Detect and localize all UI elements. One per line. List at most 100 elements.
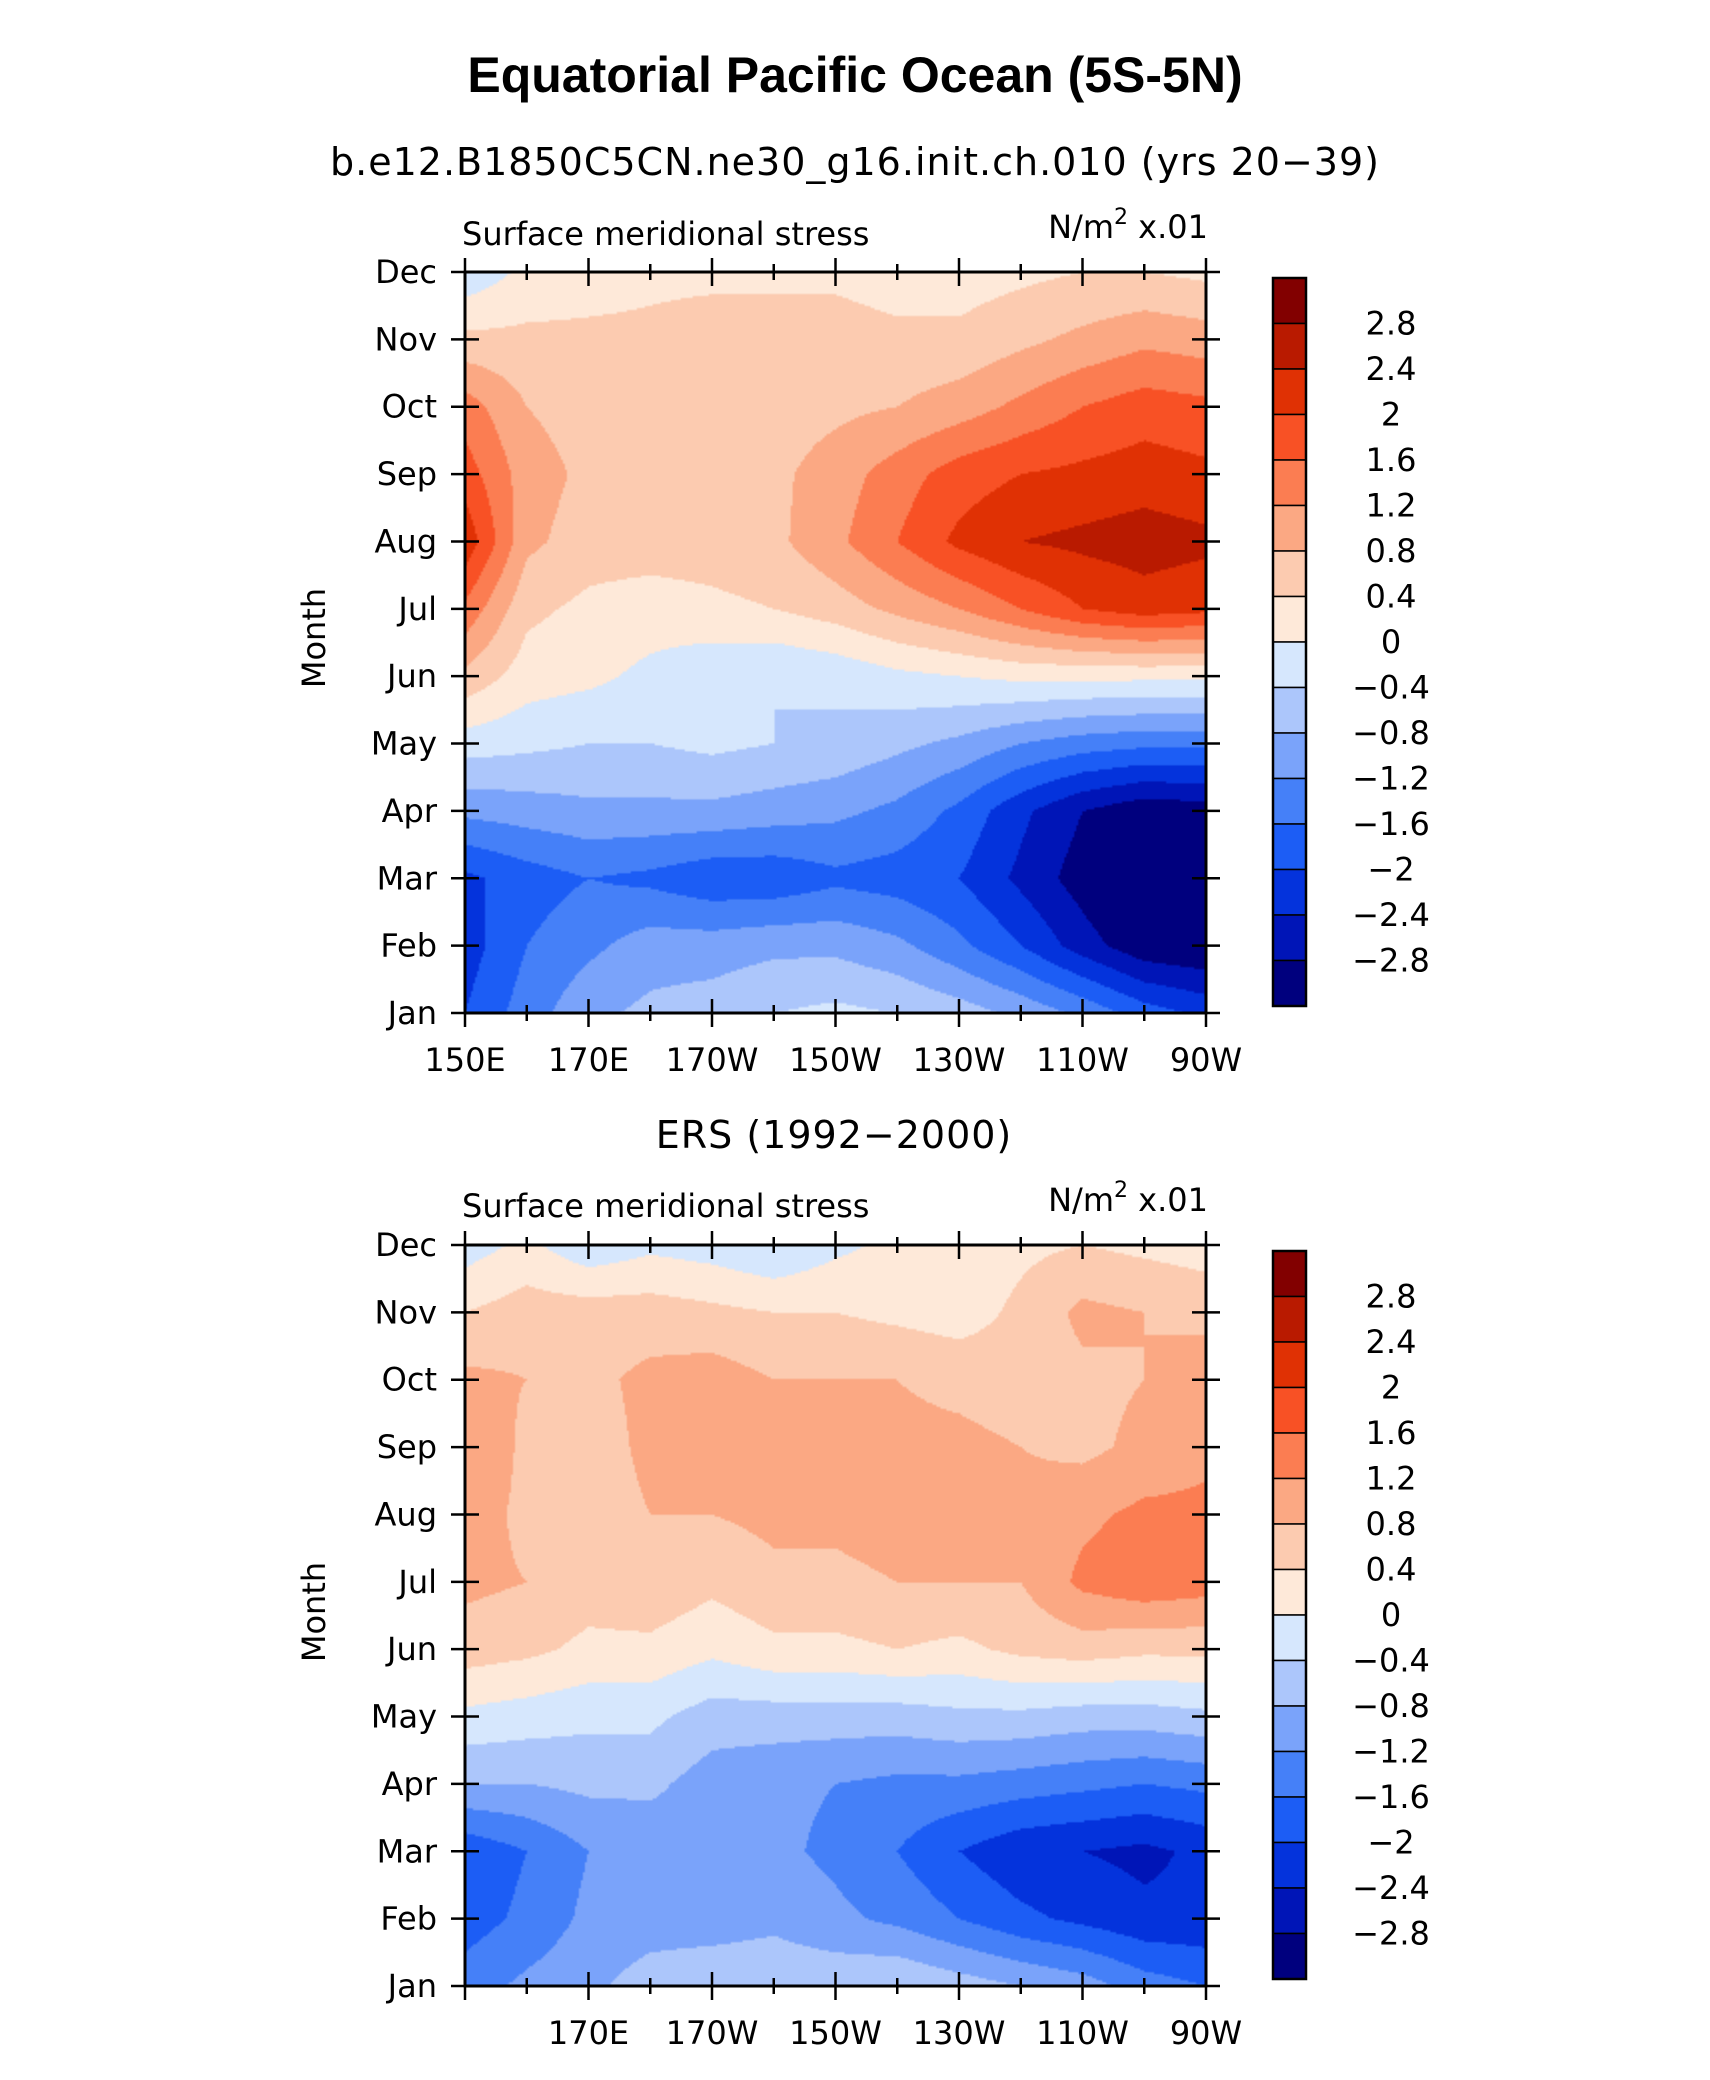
panel-top-colorbar-label: −1.2 — [1352, 760, 1430, 798]
panel-top-colorbar-label: 2 — [1381, 396, 1401, 434]
panel-top-colorbar-label: 1.2 — [1366, 487, 1417, 525]
panel-top-y-tick-label: Apr — [382, 792, 438, 830]
panel-top-colorbar-label: 2.4 — [1366, 350, 1417, 388]
panel-bottom-colorbar-label: 1.2 — [1366, 1460, 1417, 1498]
panel-top-colorbar: 2.8 2.4 2 1.6 1.2 0.8 0.4 0 −0.4 −0.8 −1.2 −1.6 −2 −2… — [1271, 276, 1430, 1008]
panel-top-y-tick-label: Nov — [375, 320, 437, 358]
panel-top-colorbar-label: 2.8 — [1366, 305, 1417, 343]
panel-top-y-axis: Jan Feb Mar Apr May Jun Jul Aug Sep Oct Nov Dec — [371, 253, 1220, 1032]
panel-bottom-colorbar-swatch — [1272, 1614, 1307, 1662]
panel-top-y-tick-label: May — [371, 725, 437, 763]
panel-bottom-colorbar-swatch — [1272, 1295, 1307, 1343]
panel-top-colorbar-label: 0.4 — [1366, 578, 1417, 616]
panel-bottom: ERS (1992−2000) Surface meridional stres… — [295, 1113, 1430, 2052]
panel-bottom-y-tick-label: Jan — [386, 1967, 437, 2005]
panel-top-colorbar-label: −1.6 — [1352, 805, 1430, 843]
panel-top-colorbar-swatch — [1272, 368, 1307, 416]
panel-top-colorbar-swatch — [1272, 959, 1307, 1007]
panel-top-colorbar-label: −2 — [1367, 851, 1414, 889]
main-title: Equatorial Pacific Ocean (5S-5N) — [467, 47, 1242, 103]
panel-top: b.e12.B1850C5CN.ne30_g16.init.ch.010 (yr… — [295, 140, 1430, 1079]
panel-top-colorbar-label: −0.4 — [1352, 669, 1430, 707]
panel-bottom-colorbar-label: 0 — [1381, 1596, 1401, 1634]
panel-bottom-colorbar-swatch — [1272, 1432, 1307, 1480]
panel-top-colorbar-label: −2.4 — [1352, 896, 1430, 934]
panel-bottom-colorbar-swatch — [1272, 1250, 1307, 1298]
panel-top-colorbar-label: 1.6 — [1366, 441, 1417, 479]
panel-bottom-x-tick-label: 150W — [789, 2014, 882, 2052]
panel-bottom-x-tick-label: 170W — [666, 2014, 759, 2052]
panel-bottom-title: ERS (1992−2000) — [656, 1113, 1013, 1157]
panel-top-colorbar-swatch — [1272, 686, 1307, 734]
panel-bottom-colorbar-label: −0.8 — [1352, 1687, 1430, 1725]
panel-bottom-colorbar-swatch — [1272, 1659, 1307, 1707]
panel-bottom-y-tick-label: Sep — [377, 1428, 437, 1466]
panel-top-colorbar-label: 0.8 — [1366, 532, 1417, 570]
panel-bottom-colorbar-swatch — [1272, 1841, 1307, 1889]
panel-bottom-colorbar-swatch — [1272, 1386, 1307, 1434]
panel-bottom-colorbar-label: 1.6 — [1366, 1414, 1417, 1452]
panel-top-title: b.e12.B1850C5CN.ne30_g16.init.ch.010 (yr… — [330, 140, 1380, 184]
panel-bottom-x-tick-label: 130W — [913, 2014, 1006, 2052]
panel-bottom-colorbar-label: 2.4 — [1366, 1323, 1417, 1361]
panel-top-colorbar-swatch — [1272, 277, 1307, 325]
panel-top-colorbar-swatch — [1272, 595, 1307, 643]
panel-bottom-colorbar-label: −2 — [1367, 1824, 1414, 1862]
panel-bottom-colorbar-border — [1271, 1249, 1308, 1981]
panel-top-x-tick-label: 150W — [789, 1041, 882, 1079]
panel-bottom-colorbar-label: −2.8 — [1352, 1915, 1430, 1953]
panel-top-colorbar-border — [1271, 276, 1308, 1008]
panel-top-colorbar-swatch — [1272, 823, 1307, 871]
panel-bottom-colorbar-swatch — [1272, 1887, 1307, 1935]
panel-top-colorbar-label: 0 — [1381, 623, 1401, 661]
panel-bottom-colorbar-label: −1.2 — [1352, 1733, 1430, 1771]
panel-top-y-tick-label: Jun — [385, 657, 437, 695]
panel-bottom-y-tick-label: Mar — [377, 1832, 438, 1870]
panel-bottom-colorbar-label: −0.4 — [1352, 1642, 1430, 1680]
panel-bottom-y-axis-title: Month — [295, 1562, 333, 1662]
panel-bottom-y-tick-label: Aug — [375, 1495, 437, 1533]
panel-bottom-contour-image — [465, 1245, 1206, 1986]
panel-top-colorbar-swatch — [1272, 732, 1307, 780]
panel-top-x-tick-label: 170W — [666, 1041, 759, 1079]
panel-bottom-y-tick-label: Jul — [396, 1563, 437, 1601]
panel-bottom-colorbar-label: 2 — [1381, 1369, 1401, 1407]
panel-top-y-tick-label: Sep — [377, 455, 437, 493]
panel-bottom-y-axis: Jan Feb Mar Apr May Jun Jul Aug Sep Oct Nov Dec — [371, 1226, 1220, 2005]
panel-bottom-colorbar-label: −2.4 — [1352, 1869, 1430, 1907]
panel-top-x-tick-label: 150E — [424, 1041, 505, 1079]
panel-bottom-colorbar-label: 0.8 — [1366, 1505, 1417, 1543]
panel-top-colorbar-swatch — [1272, 459, 1307, 507]
panel-bottom-colorbar-swatch — [1272, 1796, 1307, 1844]
panel-bottom-y-tick-label: Jun — [385, 1630, 437, 1668]
panel-top-x-tick-label: 110W — [1036, 1041, 1129, 1079]
panel-top-y-axis-title: Month — [295, 588, 333, 688]
panel-top-x-axis: 150E 170E 170W 150W 130W 110W 90W — [424, 258, 1242, 1079]
panel-bottom-colorbar-swatch — [1272, 1932, 1307, 1980]
panel-bottom-left-label: Surface meridional stress — [462, 1187, 869, 1225]
panel-top-colorbar-label: −2.8 — [1352, 942, 1430, 980]
panel-bottom-contour-field — [465, 1245, 1206, 1986]
panel-top-y-tick-label: Mar — [377, 859, 438, 897]
panel-bottom-y-tick-label: Apr — [382, 1765, 438, 1803]
panel-top-y-tick-label: Aug — [375, 522, 437, 560]
panel-top-y-tick-label: Dec — [375, 253, 437, 291]
panel-bottom-colorbar-swatch — [1272, 1523, 1307, 1571]
panel-top-colorbar-swatch — [1272, 413, 1307, 461]
panel-bottom-x-tick-label: 110W — [1036, 2014, 1129, 2052]
panel-top-left-label: Surface meridional stress — [462, 215, 869, 253]
panel-top-colorbar-swatch — [1272, 914, 1307, 962]
panel-top-colorbar-label: −0.8 — [1352, 714, 1430, 752]
panel-top-x-tick-label: 170E — [548, 1041, 629, 1079]
panel-top-y-tick-label: Feb — [380, 927, 437, 965]
panel-bottom-units: N/m2 x.01 — [1048, 1178, 1208, 1219]
panel-top-contour-image — [465, 272, 1206, 1013]
panel-top-colorbar-swatch — [1272, 504, 1307, 552]
panel-bottom-x-axis: 170E 170W 150W 130W 110W 90W — [463, 1231, 1242, 2052]
panel-bottom-colorbar-label: 0.4 — [1366, 1551, 1417, 1589]
panel-bottom-y-tick-label: Oct — [382, 1361, 437, 1399]
panel-top-y-tick-label: Oct — [382, 388, 437, 426]
panel-top-x-tick-label: 130W — [913, 1041, 1006, 1079]
panel-bottom-colorbar-swatch — [1272, 1750, 1307, 1798]
